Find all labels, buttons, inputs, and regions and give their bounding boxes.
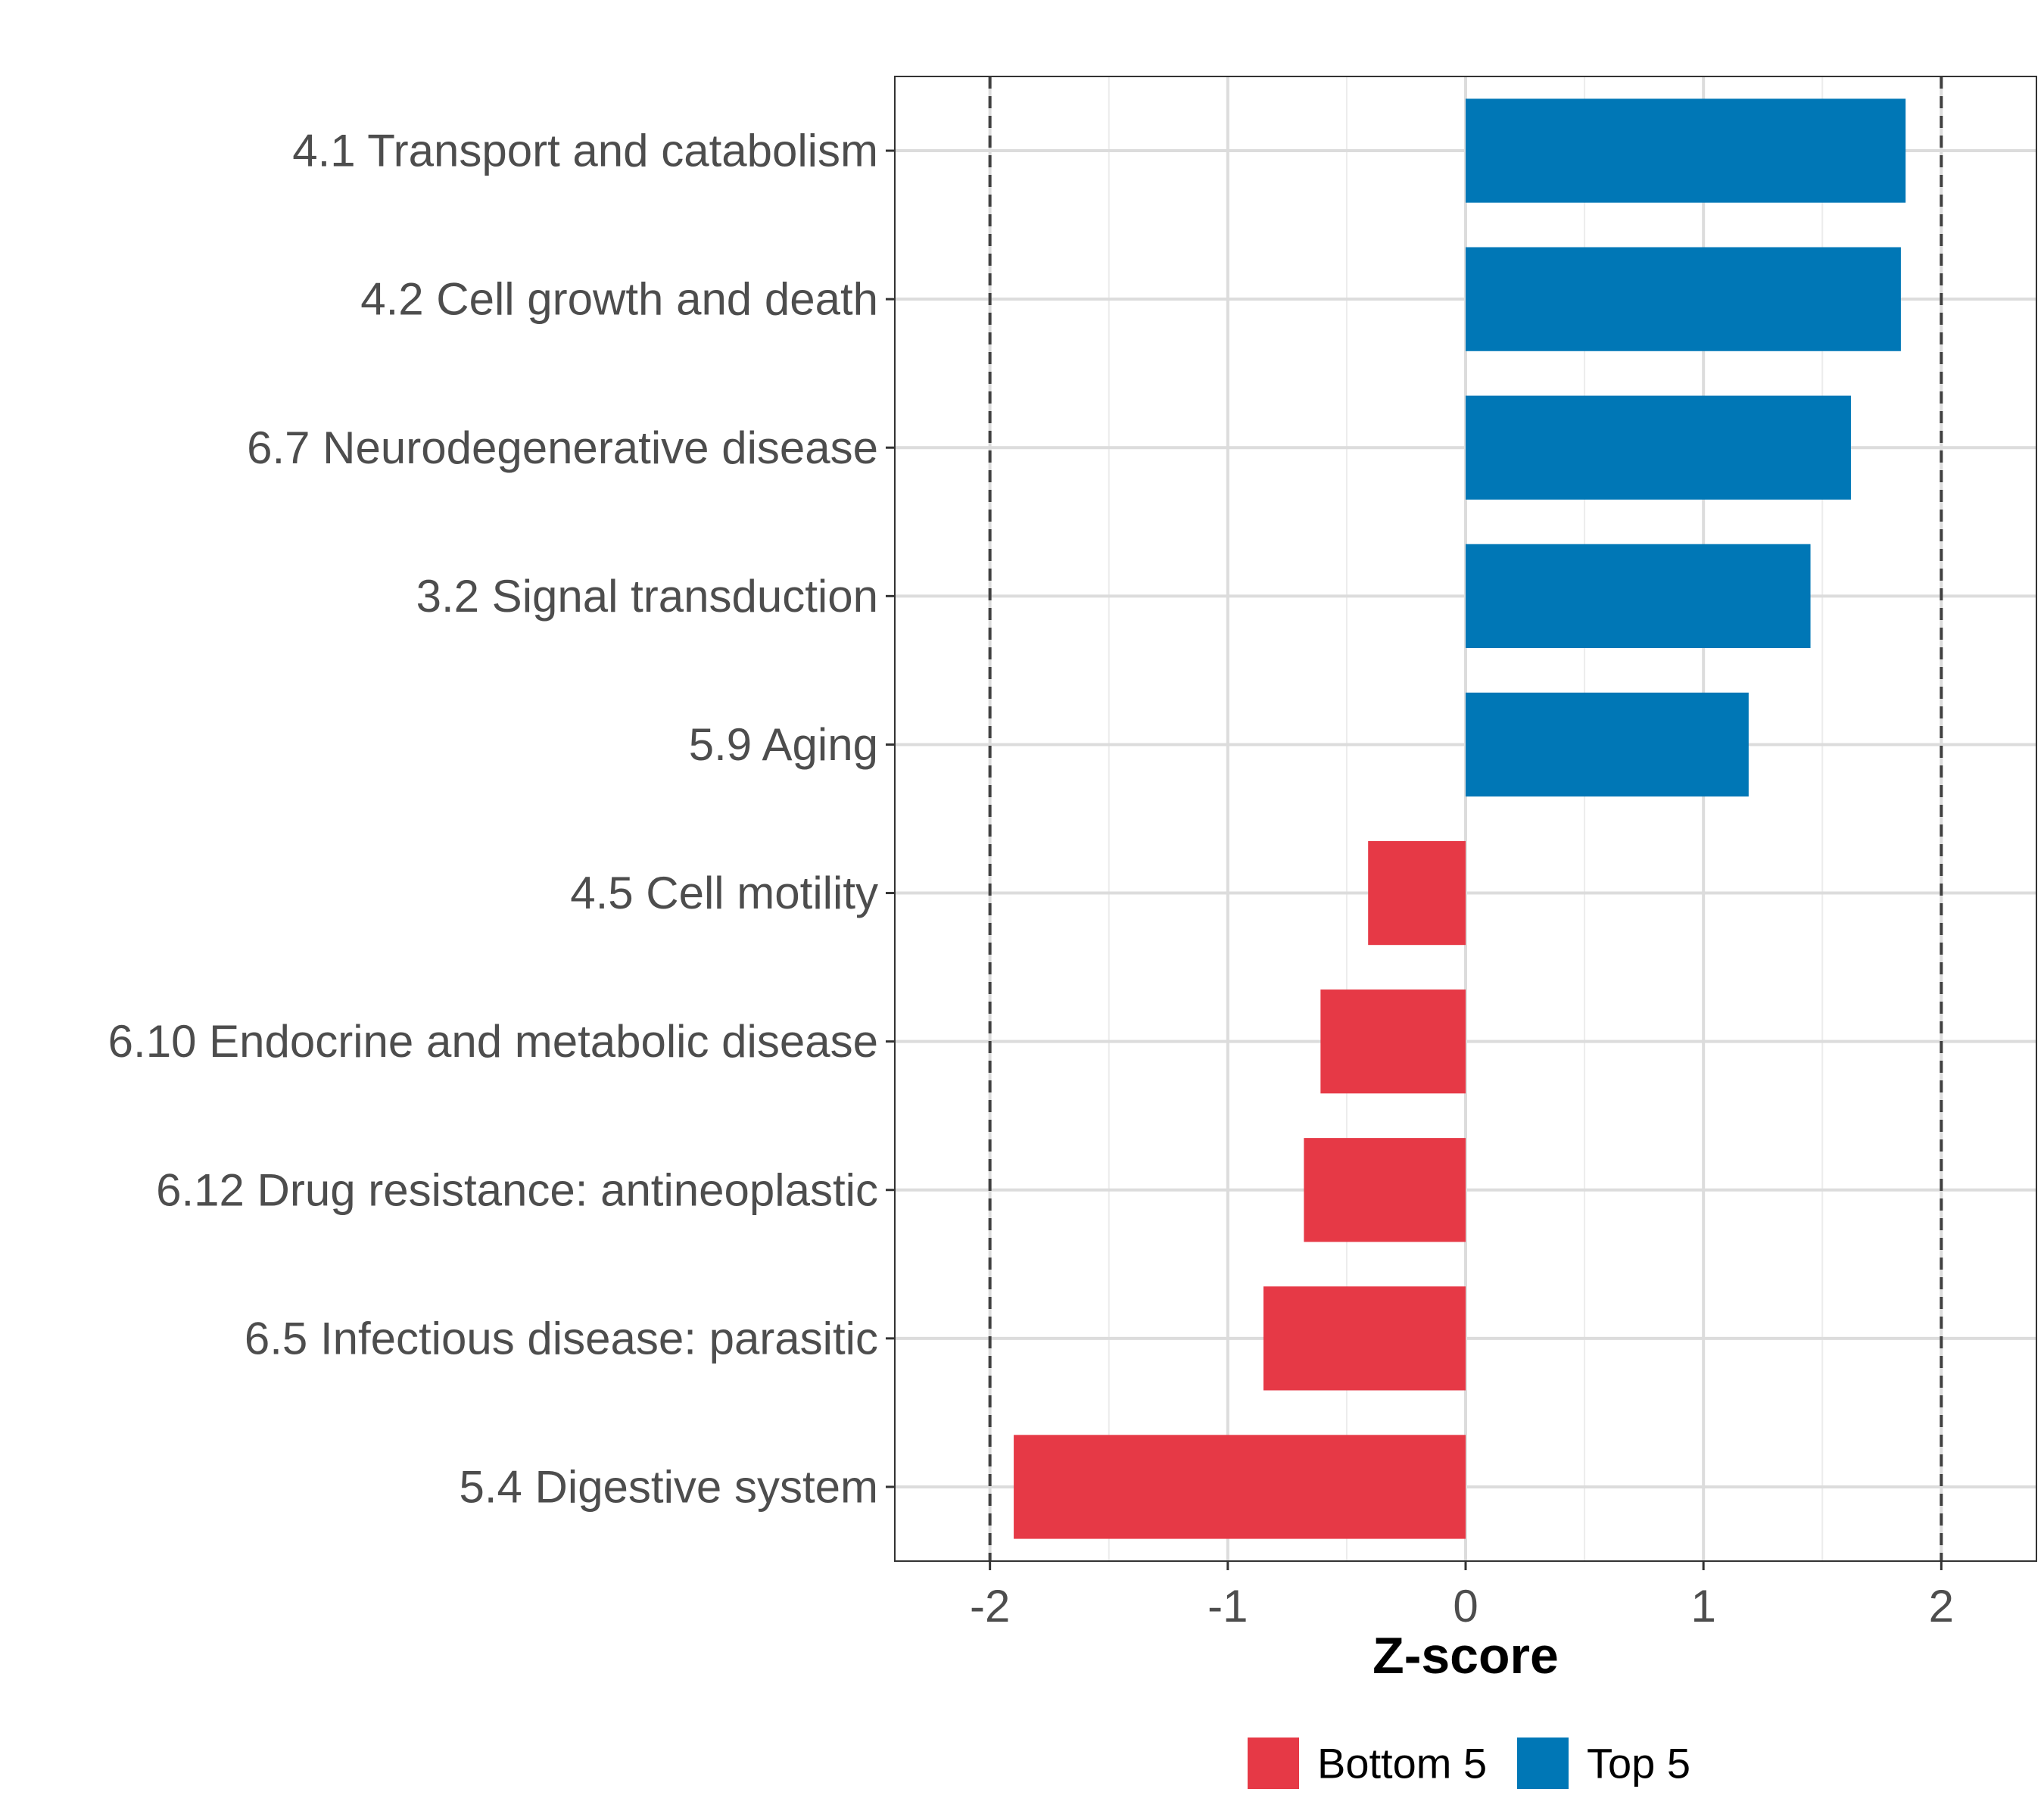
category-label: 6.12 Drug resistance: antineoplastic: [156, 1164, 878, 1215]
category-label: 5.9 Aging: [689, 719, 878, 770]
legend-item: Top 5: [1517, 1738, 1690, 1789]
category-label: 3.2 Signal transduction: [416, 571, 878, 622]
legend-swatch: [1248, 1738, 1299, 1789]
bar: [1466, 247, 1901, 351]
legend-label: Top 5: [1587, 1740, 1690, 1787]
bar: [1304, 1138, 1466, 1242]
category-label: 5.4 Digestive system: [459, 1461, 878, 1512]
legend: Bottom 5 Top 5: [1248, 1738, 1690, 1789]
category-label: 4.1 Transport and catabolism: [292, 126, 878, 176]
legend-item: Bottom 5: [1248, 1738, 1487, 1789]
x-tick-label: 0: [1453, 1581, 1478, 1632]
bar: [1466, 98, 1906, 203]
x-tick-label: -1: [1207, 1581, 1248, 1632]
x-tick-label: -2: [970, 1581, 1010, 1632]
legend-swatch: [1517, 1738, 1569, 1789]
bar: [1466, 395, 1851, 500]
bar: [1263, 1286, 1466, 1391]
bar: [1014, 1435, 1466, 1539]
bar: [1466, 692, 1749, 797]
reference-lines: [988, 76, 1943, 1561]
category-label: 6.10 Endocrine and metabolic disease: [108, 1016, 878, 1067]
bar: [1320, 990, 1466, 1094]
bar: [1368, 840, 1466, 946]
bar: [1466, 544, 1811, 648]
x-axis-title: Z-score: [1373, 1627, 1559, 1685]
x-tick-label: 1: [1690, 1581, 1715, 1632]
category-label: 6.7 Neurodegenerative disease: [247, 422, 878, 473]
legend-label: Bottom 5: [1317, 1740, 1487, 1787]
x-axis: -2 -1 0 1 2: [970, 1561, 1954, 1632]
category-label: 4.5 Cell motility: [570, 868, 878, 918]
x-tick-label: 2: [1929, 1581, 1954, 1632]
category-label: 6.5 Infectious disease: parasitic: [245, 1313, 878, 1364]
category-label: 4.2 Cell growth and death: [360, 274, 878, 325]
y-axis: 4.1 Transport and catabolism 4.2 Cell gro…: [108, 126, 895, 1512]
bars: [1014, 98, 1906, 1539]
